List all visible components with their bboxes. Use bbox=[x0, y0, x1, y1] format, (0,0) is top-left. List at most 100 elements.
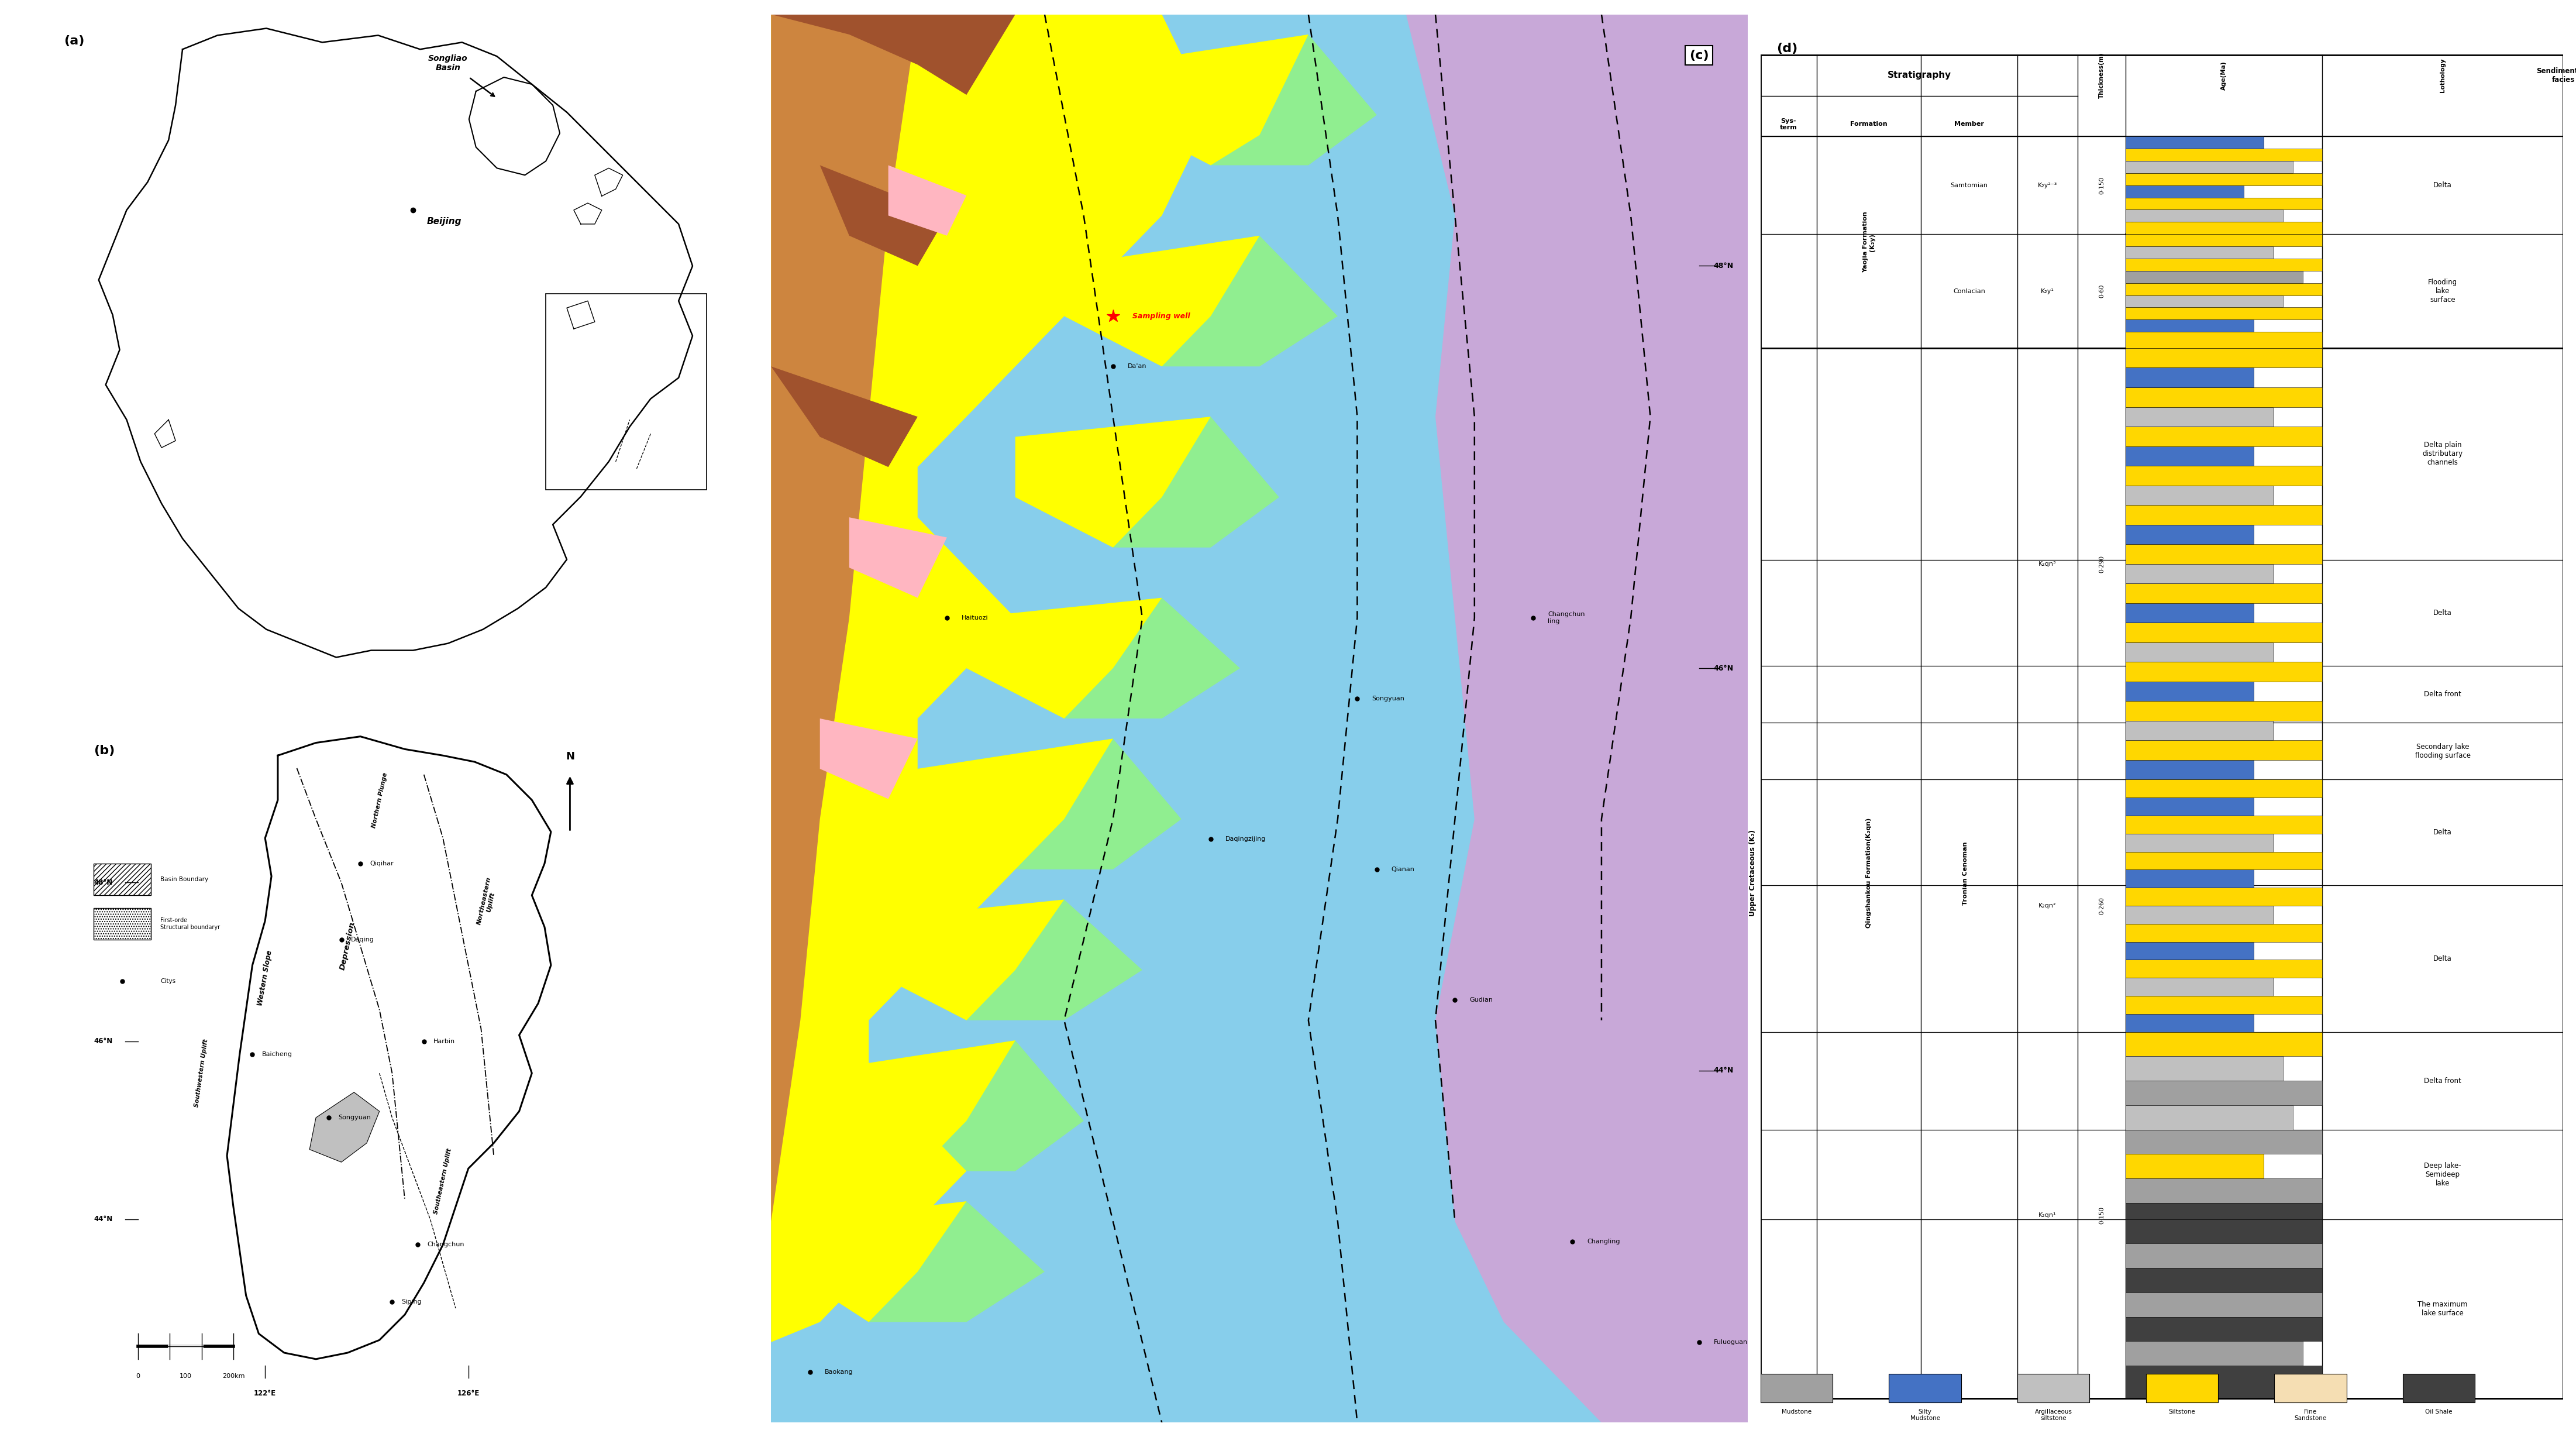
Bar bbox=[2125, 924, 2324, 941]
Bar bbox=[2125, 833, 2272, 852]
Bar bbox=[2125, 622, 2324, 642]
Text: Formation: Formation bbox=[1850, 121, 1888, 128]
Bar bbox=[2125, 662, 2324, 681]
Text: 46°N: 46°N bbox=[1713, 664, 1734, 673]
Text: Fuluoguan: Fuluoguan bbox=[1713, 1339, 1749, 1345]
Bar bbox=[2125, 1365, 2324, 1398]
Text: Mudstone: Mudstone bbox=[1783, 1408, 1811, 1414]
Text: Sys-
term: Sys- term bbox=[1780, 118, 1798, 131]
Bar bbox=[2125, 388, 2324, 407]
Bar bbox=[2146, 1374, 2218, 1403]
Bar bbox=[2125, 259, 2324, 270]
Text: Southeastern Uplift: Southeastern Uplift bbox=[433, 1148, 453, 1214]
Bar bbox=[2125, 1032, 2324, 1056]
Text: Fine
Sandstone: Fine Sandstone bbox=[2295, 1408, 2326, 1421]
Text: Delta: Delta bbox=[2434, 954, 2452, 963]
Bar bbox=[546, 295, 706, 490]
Polygon shape bbox=[868, 900, 1141, 1020]
Bar bbox=[2125, 905, 2272, 924]
Text: Siltstone: Siltstone bbox=[2169, 1408, 2195, 1414]
Polygon shape bbox=[770, 14, 917, 1221]
Polygon shape bbox=[1406, 14, 1749, 1423]
Text: 87: 87 bbox=[2130, 220, 2138, 226]
Bar bbox=[2125, 888, 2324, 905]
Polygon shape bbox=[819, 718, 917, 799]
Text: K₂y¹: K₂y¹ bbox=[2040, 289, 2053, 295]
Text: 44°N: 44°N bbox=[93, 1216, 113, 1223]
Bar bbox=[2403, 1374, 2476, 1403]
Bar bbox=[2125, 1129, 2324, 1154]
Text: Delta: Delta bbox=[2434, 609, 2452, 616]
Bar bbox=[2125, 852, 2324, 869]
Text: Delta front: Delta front bbox=[2424, 1076, 2463, 1085]
Bar bbox=[1888, 1374, 1960, 1403]
Bar bbox=[2275, 1374, 2347, 1403]
Bar bbox=[2125, 604, 2254, 622]
Bar bbox=[2125, 308, 2324, 319]
Bar bbox=[2125, 1081, 2324, 1105]
Bar bbox=[2125, 466, 2324, 486]
Bar bbox=[2125, 185, 2244, 197]
Text: Basin Boundary: Basin Boundary bbox=[160, 877, 209, 882]
Bar bbox=[904, 1433, 981, 1437]
Text: Argillaceous
siltstone: Argillaceous siltstone bbox=[2035, 1408, 2071, 1421]
Text: 0-150: 0-150 bbox=[2099, 177, 2105, 194]
Bar bbox=[2125, 960, 2324, 977]
Text: 94: 94 bbox=[2130, 1384, 2138, 1390]
Bar bbox=[2125, 1267, 2324, 1292]
Text: 122°E: 122°E bbox=[255, 1390, 276, 1397]
Text: Songyuan: Songyuan bbox=[337, 1115, 371, 1121]
Text: 48°N: 48°N bbox=[93, 879, 113, 887]
Bar bbox=[2125, 740, 2324, 760]
Text: 0-260: 0-260 bbox=[2099, 897, 2105, 914]
Text: 88: 88 bbox=[2130, 335, 2138, 341]
Bar bbox=[2125, 1292, 2324, 1316]
Text: 126°E: 126°E bbox=[456, 1390, 479, 1397]
Bar bbox=[2125, 504, 2324, 525]
Bar bbox=[2125, 332, 2324, 348]
Polygon shape bbox=[917, 739, 1182, 869]
Bar bbox=[2125, 427, 2324, 445]
Text: Stratigraphy: Stratigraphy bbox=[1888, 70, 1950, 80]
Text: Changling: Changling bbox=[1587, 1239, 1620, 1244]
Text: 48°N: 48°N bbox=[1713, 262, 1734, 270]
Text: 0-150: 0-150 bbox=[2099, 1206, 2105, 1224]
Text: Tronian Cenoman: Tronian Cenoman bbox=[1963, 842, 1968, 905]
Bar bbox=[2125, 161, 2293, 172]
Polygon shape bbox=[889, 165, 966, 236]
Bar bbox=[2125, 221, 2324, 234]
Text: Northern Plunge: Northern Plunge bbox=[371, 772, 389, 828]
Text: Changchun
ling: Changchun ling bbox=[1548, 612, 1584, 624]
Text: 200km: 200km bbox=[222, 1374, 245, 1380]
Bar bbox=[2125, 779, 2324, 798]
Text: Depression: Depression bbox=[340, 921, 355, 971]
Text: Lothology: Lothology bbox=[2439, 59, 2445, 92]
Text: 44°N: 44°N bbox=[1713, 1066, 1734, 1075]
Bar bbox=[2125, 563, 2272, 583]
Bar bbox=[2125, 1015, 2254, 1032]
Text: Qiqihar: Qiqihar bbox=[371, 861, 394, 867]
Bar bbox=[2125, 1105, 2293, 1129]
Text: Da'an: Da'an bbox=[1128, 364, 1146, 369]
Text: (c): (c) bbox=[1690, 49, 1708, 62]
Text: Flooding
lake
surface: Flooding lake surface bbox=[2429, 279, 2458, 303]
Bar bbox=[2125, 996, 2324, 1015]
Polygon shape bbox=[819, 1040, 1015, 1171]
Text: Daqingzijing: Daqingzijing bbox=[1226, 836, 1265, 842]
Bar bbox=[2125, 407, 2272, 427]
Bar bbox=[2125, 1056, 2282, 1081]
Bar bbox=[2125, 1219, 2324, 1243]
Bar bbox=[2125, 234, 2324, 246]
Text: K₂y²⁻³: K₂y²⁻³ bbox=[2038, 182, 2058, 188]
Polygon shape bbox=[819, 165, 948, 266]
Text: Qianan: Qianan bbox=[1391, 867, 1414, 872]
Bar bbox=[93, 864, 152, 895]
Polygon shape bbox=[309, 1092, 379, 1163]
Text: The maximum
lake surface: The maximum lake surface bbox=[2419, 1300, 2468, 1316]
Bar bbox=[2125, 1243, 2324, 1267]
Bar bbox=[1430, 1433, 1510, 1437]
Bar bbox=[2125, 137, 2264, 148]
Bar bbox=[1167, 1433, 1244, 1437]
Text: Songliao
Basin: Songliao Basin bbox=[428, 55, 469, 72]
Bar bbox=[2125, 816, 2324, 833]
